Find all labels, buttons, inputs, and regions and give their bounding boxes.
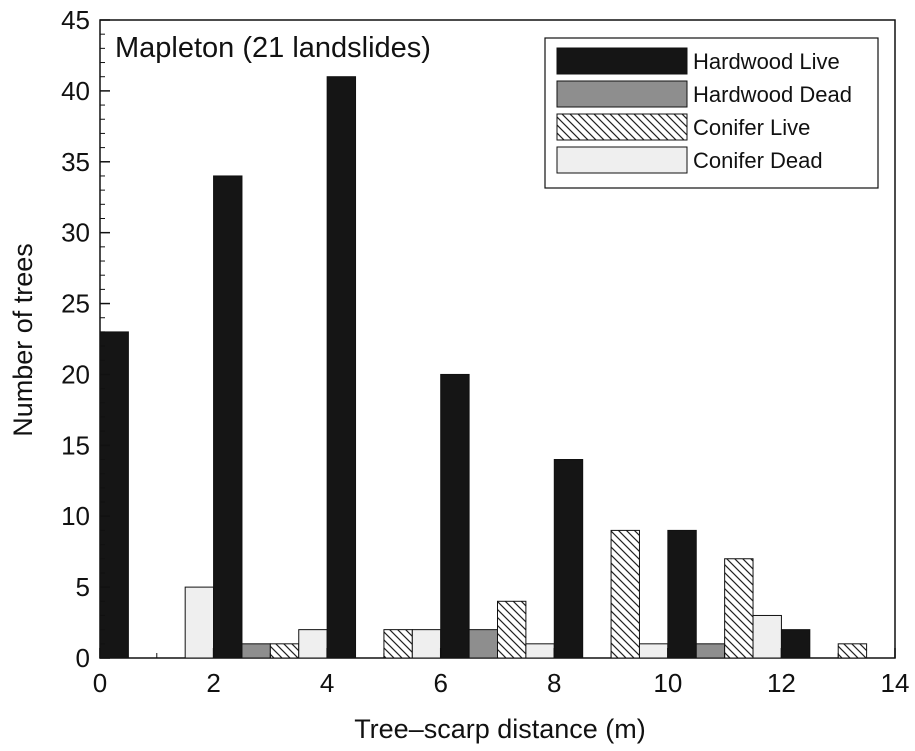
y-tick-label: 0 xyxy=(76,643,90,673)
bar-conifer-live-bin-4 xyxy=(383,629,413,659)
bar-conifer-live-bin-10 xyxy=(724,558,754,659)
bar-conifer-dead-bin-2 xyxy=(298,629,328,659)
y-tick-label: 20 xyxy=(61,359,90,389)
x-tick-label: 10 xyxy=(653,668,682,698)
y-tick-label: 5 xyxy=(76,572,90,602)
bar-hardwood-live-bin-10 xyxy=(667,529,697,659)
x-tick-label: 14 xyxy=(881,668,910,698)
legend-label: Conifer Live xyxy=(693,115,810,140)
bar-hardwood-live-bin-0 xyxy=(99,331,129,659)
legend: Hardwood Live Hardwood Dead Conifer Live Co… xyxy=(544,37,879,189)
x-tick-label: 2 xyxy=(206,668,220,698)
legend-swatch-conifer-dead xyxy=(556,146,688,174)
y-tick-label: 15 xyxy=(61,430,90,460)
y-tick-label: 25 xyxy=(61,289,90,319)
legend-swatch-conifer-live xyxy=(556,113,688,141)
bar-conifer-live-bin-12 xyxy=(837,643,868,659)
x-axis-title: Tree–scarp distance (m) xyxy=(354,714,646,744)
y-tick-label: 35 xyxy=(61,147,90,177)
bar-hardwood-live-bin-6 xyxy=(440,373,470,659)
x-tick-label: 8 xyxy=(547,668,561,698)
legend-label: Conifer Dead xyxy=(693,148,823,173)
bars xyxy=(99,76,868,659)
bar-hardwood-live-bin-2 xyxy=(213,175,243,659)
y-tick-label: 40 xyxy=(61,76,90,106)
legend-label: Hardwood Live xyxy=(693,49,840,74)
bar-conifer-dead-bin-8 xyxy=(638,643,669,659)
chart-title: Mapleton (21 landslides) xyxy=(115,32,431,64)
bar-conifer-live-bin-8 xyxy=(610,529,640,659)
y-tick-label: 30 xyxy=(61,218,90,248)
x-tick-label: 4 xyxy=(320,668,334,698)
y-axis: 0 5 10 15 20 25 30 35 40 45 xyxy=(61,5,110,673)
bar-hardwood-live-bin-8 xyxy=(553,459,584,659)
bar-hardwood-dead-bin-6 xyxy=(468,629,499,659)
x-axis: 0 2 4 6 8 10 12 14 xyxy=(93,648,910,698)
bar-conifer-live-bin-2 xyxy=(269,643,300,659)
bar-hardwood-dead-bin-2 xyxy=(241,643,271,659)
legend-swatch-hardwood-live xyxy=(556,47,688,75)
bar-hardwood-live-bin-4 xyxy=(326,76,357,659)
x-tick-label: 12 xyxy=(767,668,796,698)
y-axis-title: Number of trees xyxy=(8,243,38,437)
bar-conifer-dead-bin-6 xyxy=(525,643,555,659)
bar-conifer-dead-bin-10 xyxy=(752,614,782,659)
legend-label: Hardwood Dead xyxy=(693,82,852,107)
x-tick-label: 0 xyxy=(93,668,107,698)
legend-swatch-hardwood-dead xyxy=(556,80,688,108)
x-tick-label: 6 xyxy=(433,668,447,698)
y-tick-label: 10 xyxy=(61,501,90,531)
bar-conifer-dead-bin-0 xyxy=(184,586,215,659)
y-tick-label: 45 xyxy=(61,5,90,35)
bar-hardwood-live-bin-12 xyxy=(780,629,811,659)
bar-conifer-dead-bin-4 xyxy=(411,629,442,659)
bar-hardwood-dead-bin-10 xyxy=(695,643,726,659)
bar-conifer-live-bin-6 xyxy=(497,600,527,659)
